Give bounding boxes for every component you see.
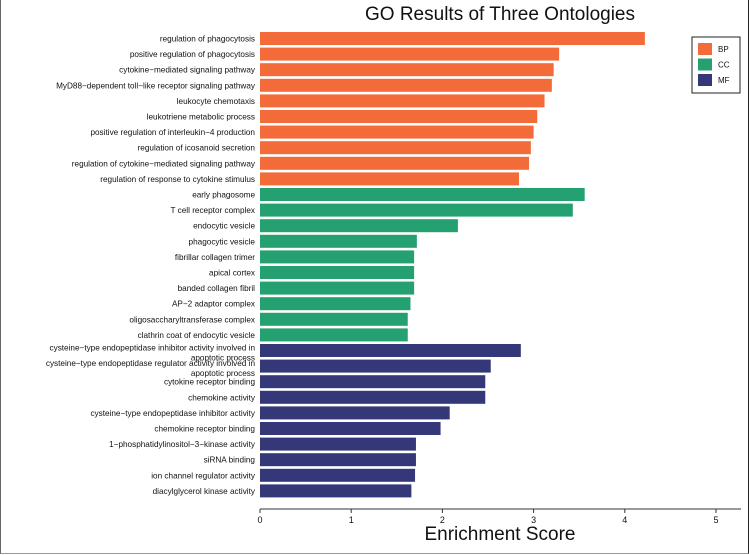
- bar-bp-1: [260, 32, 645, 45]
- category-label: positive regulation of phagocytosis: [130, 50, 255, 59]
- bar-mf-7: [260, 437, 416, 451]
- bar-mf-6: [260, 422, 441, 435]
- category-label: apical cortex: [209, 269, 255, 278]
- bar-bp-4: [260, 78, 552, 92]
- category-label: leukotriene metabolic process: [147, 113, 255, 122]
- legend-swatch-cc: [698, 58, 712, 71]
- bar-cc-4: [260, 234, 417, 248]
- category-label: positive regulation of interleukin−4 pro…: [90, 128, 255, 137]
- x-axis-label: Enrichment Score: [424, 524, 575, 545]
- category-label: oligosaccharyltransferase complex: [129, 315, 255, 324]
- category-label: cytokine receptor binding: [164, 378, 255, 387]
- x-tick-label: 1: [349, 515, 354, 525]
- legend-label-bp: BP: [718, 45, 729, 54]
- bar-bp-8: [260, 141, 531, 155]
- bar-mf-4: [260, 390, 486, 404]
- x-tick-label: 3: [531, 515, 536, 525]
- bar-mf-1: [260, 344, 521, 357]
- legend-swatch-mf: [698, 74, 712, 86]
- bars-group: [260, 32, 645, 498]
- bar-mf-8: [260, 453, 416, 467]
- bar-cc-3: [260, 219, 458, 233]
- bar-mf-3: [260, 375, 486, 389]
- x-tick-label: 5: [713, 515, 718, 525]
- bar-cc-1: [260, 188, 585, 201]
- chart-title: GO Results of Three Ontologies: [365, 4, 635, 25]
- category-label: cysteine−type endopeptidase regulator ac…: [46, 359, 256, 378]
- bar-mf-5: [260, 406, 450, 420]
- category-label: 1−phosphatidylinositol−3−kinase activity: [109, 440, 256, 449]
- bar-bp-10: [260, 172, 520, 186]
- legend-label-cc: CC: [718, 61, 730, 70]
- category-label: chemokine receptor binding: [154, 425, 255, 434]
- category-label: leukocyte chemotaxis: [177, 97, 255, 106]
- category-label: regulation of cytokine−mediated signalin…: [72, 159, 256, 168]
- category-label: phagocytic vesicle: [189, 237, 256, 246]
- category-label: T cell receptor complex: [171, 206, 256, 215]
- bar-cc-9: [260, 312, 408, 326]
- bar-cc-5: [260, 250, 415, 264]
- category-label: cysteine−type endopeptidase inhibitor ac…: [50, 344, 256, 363]
- bar-cc-7: [260, 281, 415, 295]
- bar-bp-5: [260, 94, 545, 108]
- category-label: regulation of phagocytosis: [160, 35, 255, 44]
- bar-cc-10: [260, 328, 408, 342]
- legend-label-mf: MF: [718, 76, 730, 85]
- x-tick-label: 4: [622, 515, 627, 525]
- legend-swatch-bp: [698, 43, 712, 55]
- category-label: ion channel regulator activity: [151, 471, 256, 480]
- category-label: AP−2 adaptor complex: [172, 300, 255, 309]
- category-labels: regulation of phagocytosis positive regul…: [46, 35, 256, 496]
- category-label: banded collagen fibril: [178, 284, 256, 293]
- bar-bp-6: [260, 110, 538, 123]
- bar-bp-3: [260, 63, 554, 77]
- category-label: clathrin coat of endocytic vesicle: [138, 331, 256, 340]
- category-label: diacylglycerol kinase activity: [153, 487, 256, 496]
- category-label: chemokine activity: [188, 393, 256, 402]
- x-tick-label: 2: [440, 515, 445, 525]
- bar-bp-9: [260, 156, 530, 170]
- category-label: cytokine−mediated signaling pathway: [119, 66, 256, 75]
- category-label: early phagosome: [192, 191, 255, 200]
- category-label: siRNA binding: [204, 456, 256, 465]
- category-label: cysteine−type endopeptidase inhibitor ac…: [90, 409, 255, 418]
- bar-cc-6: [260, 266, 415, 279]
- bar-bp-2: [260, 47, 560, 61]
- x-tick-label: 0: [257, 515, 262, 525]
- bar-mf-10: [260, 484, 412, 498]
- bar-bp-7: [260, 125, 534, 139]
- category-label: regulation of response to cytokine stimu…: [100, 175, 255, 184]
- x-axis: 0 1 2 3 4 5: [257, 508, 741, 525]
- bar-mf-2: [260, 359, 491, 373]
- bar-cc-2: [260, 203, 573, 217]
- category-label: fibrillar collagen trimer: [175, 253, 255, 262]
- bar-cc-8: [260, 297, 411, 311]
- category-label: endocytic vesicle: [193, 222, 255, 231]
- bar-mf-9: [260, 468, 416, 482]
- category-label: regulation of icosanoid secretion: [138, 144, 256, 153]
- category-label: MyD88−dependent toll−like receptor signa…: [56, 81, 256, 90]
- legend: BP CC MF: [691, 36, 741, 94]
